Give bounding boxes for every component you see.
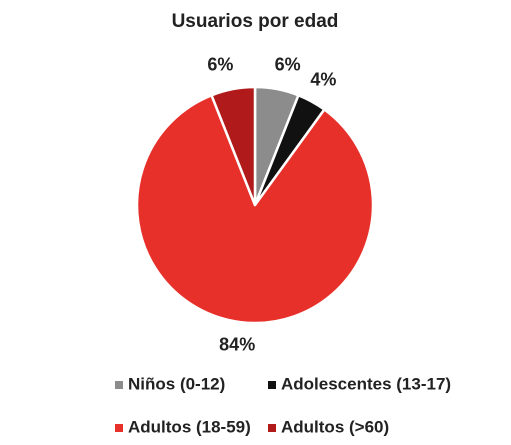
data-label: 4%: [310, 69, 336, 89]
legend-swatch: [115, 381, 123, 389]
chart-title: Usuarios por edad: [172, 11, 339, 32]
pie-slice: [135, 94, 375, 325]
legend-swatch: [268, 424, 276, 432]
legend-swatch: [115, 424, 123, 432]
legend-label: Adolescentes (13-17): [281, 374, 451, 393]
legend-label: Niños (0-12): [128, 374, 225, 393]
legend-label: Adultos (18-59): [128, 417, 251, 436]
legend-label: Adultos (>60): [281, 417, 389, 436]
data-label: 6%: [207, 54, 233, 74]
data-label: 6%: [275, 54, 301, 74]
legend-swatch: [268, 381, 276, 389]
data-label: 84%: [219, 335, 255, 355]
pie-slice: [210, 85, 257, 207]
